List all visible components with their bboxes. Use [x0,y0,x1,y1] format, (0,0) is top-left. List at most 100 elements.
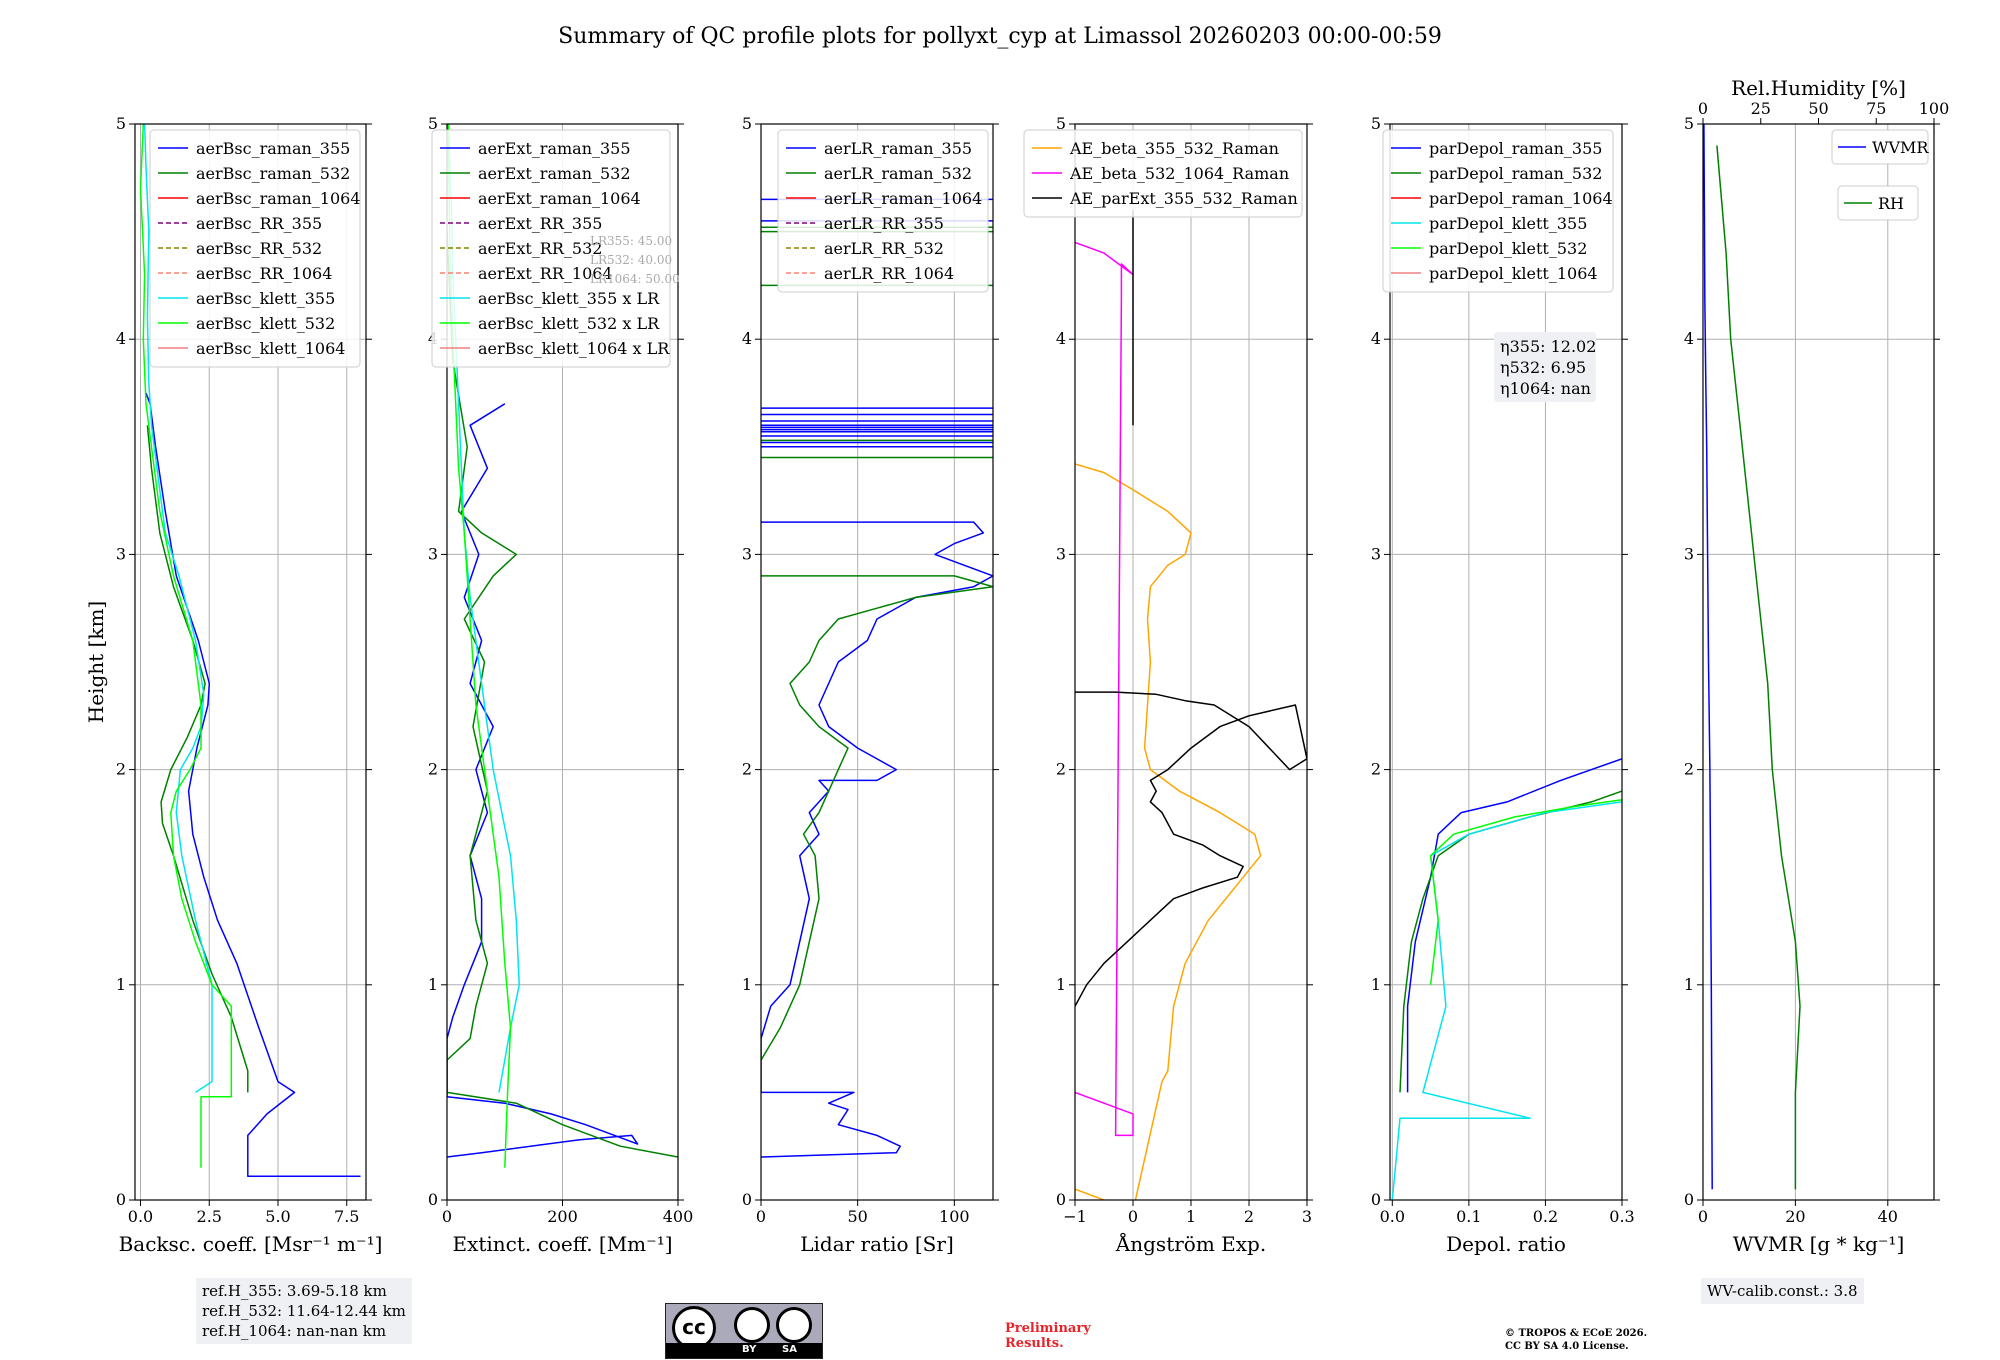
series-aerBsc_raman_355 [145,392,361,1178]
series-AE_beta_355_532_Raman [1075,463,1262,1200]
axes-frame [1702,123,1935,1201]
y-tick-label: 5 [742,114,752,133]
y-axis-label: Height [km] [84,601,108,723]
y-tick-label: 0 [1056,1190,1066,1209]
y-tick-label: 0 [1684,1190,1694,1209]
plot-area [1391,758,1622,1200]
legend-label: aerBsc_klett_355 x LR [478,289,660,308]
y-tick-label: 2 [742,760,752,779]
x-tick-label: 3 [1302,1207,1312,1226]
legend: aerBsc_raman_355 aerBsc_raman_532 aerBsc_r… [149,129,361,368]
x-tick-label: 2 [1244,1207,1254,1226]
panel-backscatter: 0.0 2.5 5.0 7.5 0 1 2 3 4 5 Backsc. coeff. [Msr⁻¹ … [84,114,382,1256]
ref-height-1064: ref.H_1064: nan-nan km [202,1322,387,1340]
legend-label: aerLR_RR_355 [824,214,944,233]
y-tick-label: 3 [116,544,126,563]
x-tick-label: 200 [547,1207,578,1226]
copyright-line-1: © TROPOS & ECoE 2026. [1505,1328,1648,1339]
x-tick-label: 100 [939,1207,970,1226]
x-axis-label: Depol. ratio [1446,1232,1566,1256]
y-tick-label: 5 [1056,114,1066,133]
cc-sa-label: SA [782,1344,797,1355]
y-tick-label: 1 [1056,975,1066,994]
series-aerLR_raman_355 [761,521,993,1158]
eta-value: η532: 6.95 [1500,358,1586,377]
legend-label: parDepol_klett_1064 [1429,264,1598,283]
y-tick-label: 1 [116,975,126,994]
legend: WVMR RH [1831,129,1929,221]
y-tick-label: 4 [1371,329,1381,348]
legend-label: aerExt_raman_1064 [478,189,641,208]
legend-frame [777,129,989,293]
axes-frame [134,123,367,1201]
x-tick-label: 2.5 [197,1207,222,1226]
panel-wv: 0 20 40 0 1 2 3 4 5 WVMR [g * kg⁻¹] 0 25 50 75 100 Rel.… [1684,76,1949,1256]
legend-label: aerLR_RR_1064 [824,264,954,283]
x-tick-label: 0 [442,1207,452,1226]
legend-label: aerBsc_raman_355 [196,139,350,158]
legend-label: aerBsc_raman_1064 [196,189,361,208]
y-tick-label: 2 [1684,760,1694,779]
x-tick-label: 20 [1785,1207,1805,1226]
x-tick-label: 0 [1698,1207,1708,1226]
lidar-ratio-note: LR355: 45.00 [590,234,672,248]
legend-label: aerLR_raman_532 [824,164,972,183]
series-parDepol_klett_532 [1429,798,1622,985]
y-tick-label: 4 [742,329,752,348]
lidar-ratio-note: LR1064: 50.00 [590,272,680,286]
series-aerBsc_klett_355 [143,124,213,1094]
top-x-tick-label: 0 [1698,99,1708,118]
legend-label: aerBsc_raman_532 [196,164,350,183]
top-axis-label: Rel.Humidity [%] [1731,76,1906,100]
x-axis-label: Extinct. coeff. [Mm⁻¹] [452,1232,672,1256]
x-tick-label: 1 [1186,1207,1196,1226]
y-tick-label: 5 [116,114,126,133]
series-AE_beta_532_1064_Raman [1075,241,1134,1137]
preliminary-note: Preliminary Results. [1005,1321,1091,1351]
legend-label: RH [1878,194,1904,213]
y-tick-label: 5 [1684,114,1694,133]
top-x-tick-label: 75 [1866,99,1886,118]
legend: aerExt_raman_355 aerExt_raman_532 aerExt_r… [431,129,671,368]
cc-by-icon [734,1307,770,1343]
ref-height-532: ref.H_532: 11.64-12.44 km [202,1302,406,1320]
x-tick-label: 0.0 [1380,1207,1405,1226]
legend-label: aerLR_raman_355 [824,139,972,158]
plot-area [761,198,993,1158]
eta-value: η1064: nan [1500,379,1591,398]
panel-depol: 0.0 0.1 0.2 0.3 0 1 2 3 4 5 Depol. ratio parDepol_r… [1371,114,1635,1256]
ref-height-355: ref.H_355: 3.69-5.18 km [202,1282,387,1300]
series-parDepol_raman_532 [1399,790,1622,1093]
legend-label: aerExt_raman_355 [478,139,631,158]
x-tick-label: 5.0 [265,1207,290,1226]
y-tick-label: 2 [1371,760,1381,779]
legend: parDepol_raman_355 parDepol_raman_532 parD… [1382,129,1614,293]
y-tick-label: 2 [1056,760,1066,779]
legend-label: aerBsc_RR_355 [196,214,322,233]
legend-label: aerLR_raman_1064 [824,189,982,208]
plot-area [139,124,361,1178]
y-tick-label: 3 [1684,544,1694,563]
y-tick-label: 5 [428,114,438,133]
legend-label: AE_beta_532_1064_Raman [1069,164,1289,183]
y-tick-label: 2 [428,760,438,779]
y-tick-label: 4 [116,329,126,348]
cc-badge-bar: BY SA [666,1343,822,1358]
x-tick-label: 400 [663,1207,694,1226]
legend-frame-wvmr [1831,129,1929,165]
x-axis-label: Ångström Exp. [1115,1231,1266,1256]
series-RH [1716,145,1801,1190]
x-tick-label: 0.2 [1533,1207,1558,1226]
legend-label: aerBsc_klett_1064 [196,339,345,358]
y-tick-label: 1 [428,975,438,994]
legend-label: aerExt_raman_532 [478,164,631,183]
legend: AE_beta_355_532_Raman AE_beta_532_1064_Ra… [1023,129,1303,218]
eta-value: η355: 12.02 [1500,337,1596,356]
x-tick-label: 40 [1878,1207,1898,1226]
legend-label: aerBsc_RR_532 [196,239,322,258]
y-tick-label: 3 [742,544,752,563]
y-tick-label: 4 [1056,329,1066,348]
axes-frame [1389,123,1623,1201]
series-parDepol_raman_355 [1406,758,1622,1093]
